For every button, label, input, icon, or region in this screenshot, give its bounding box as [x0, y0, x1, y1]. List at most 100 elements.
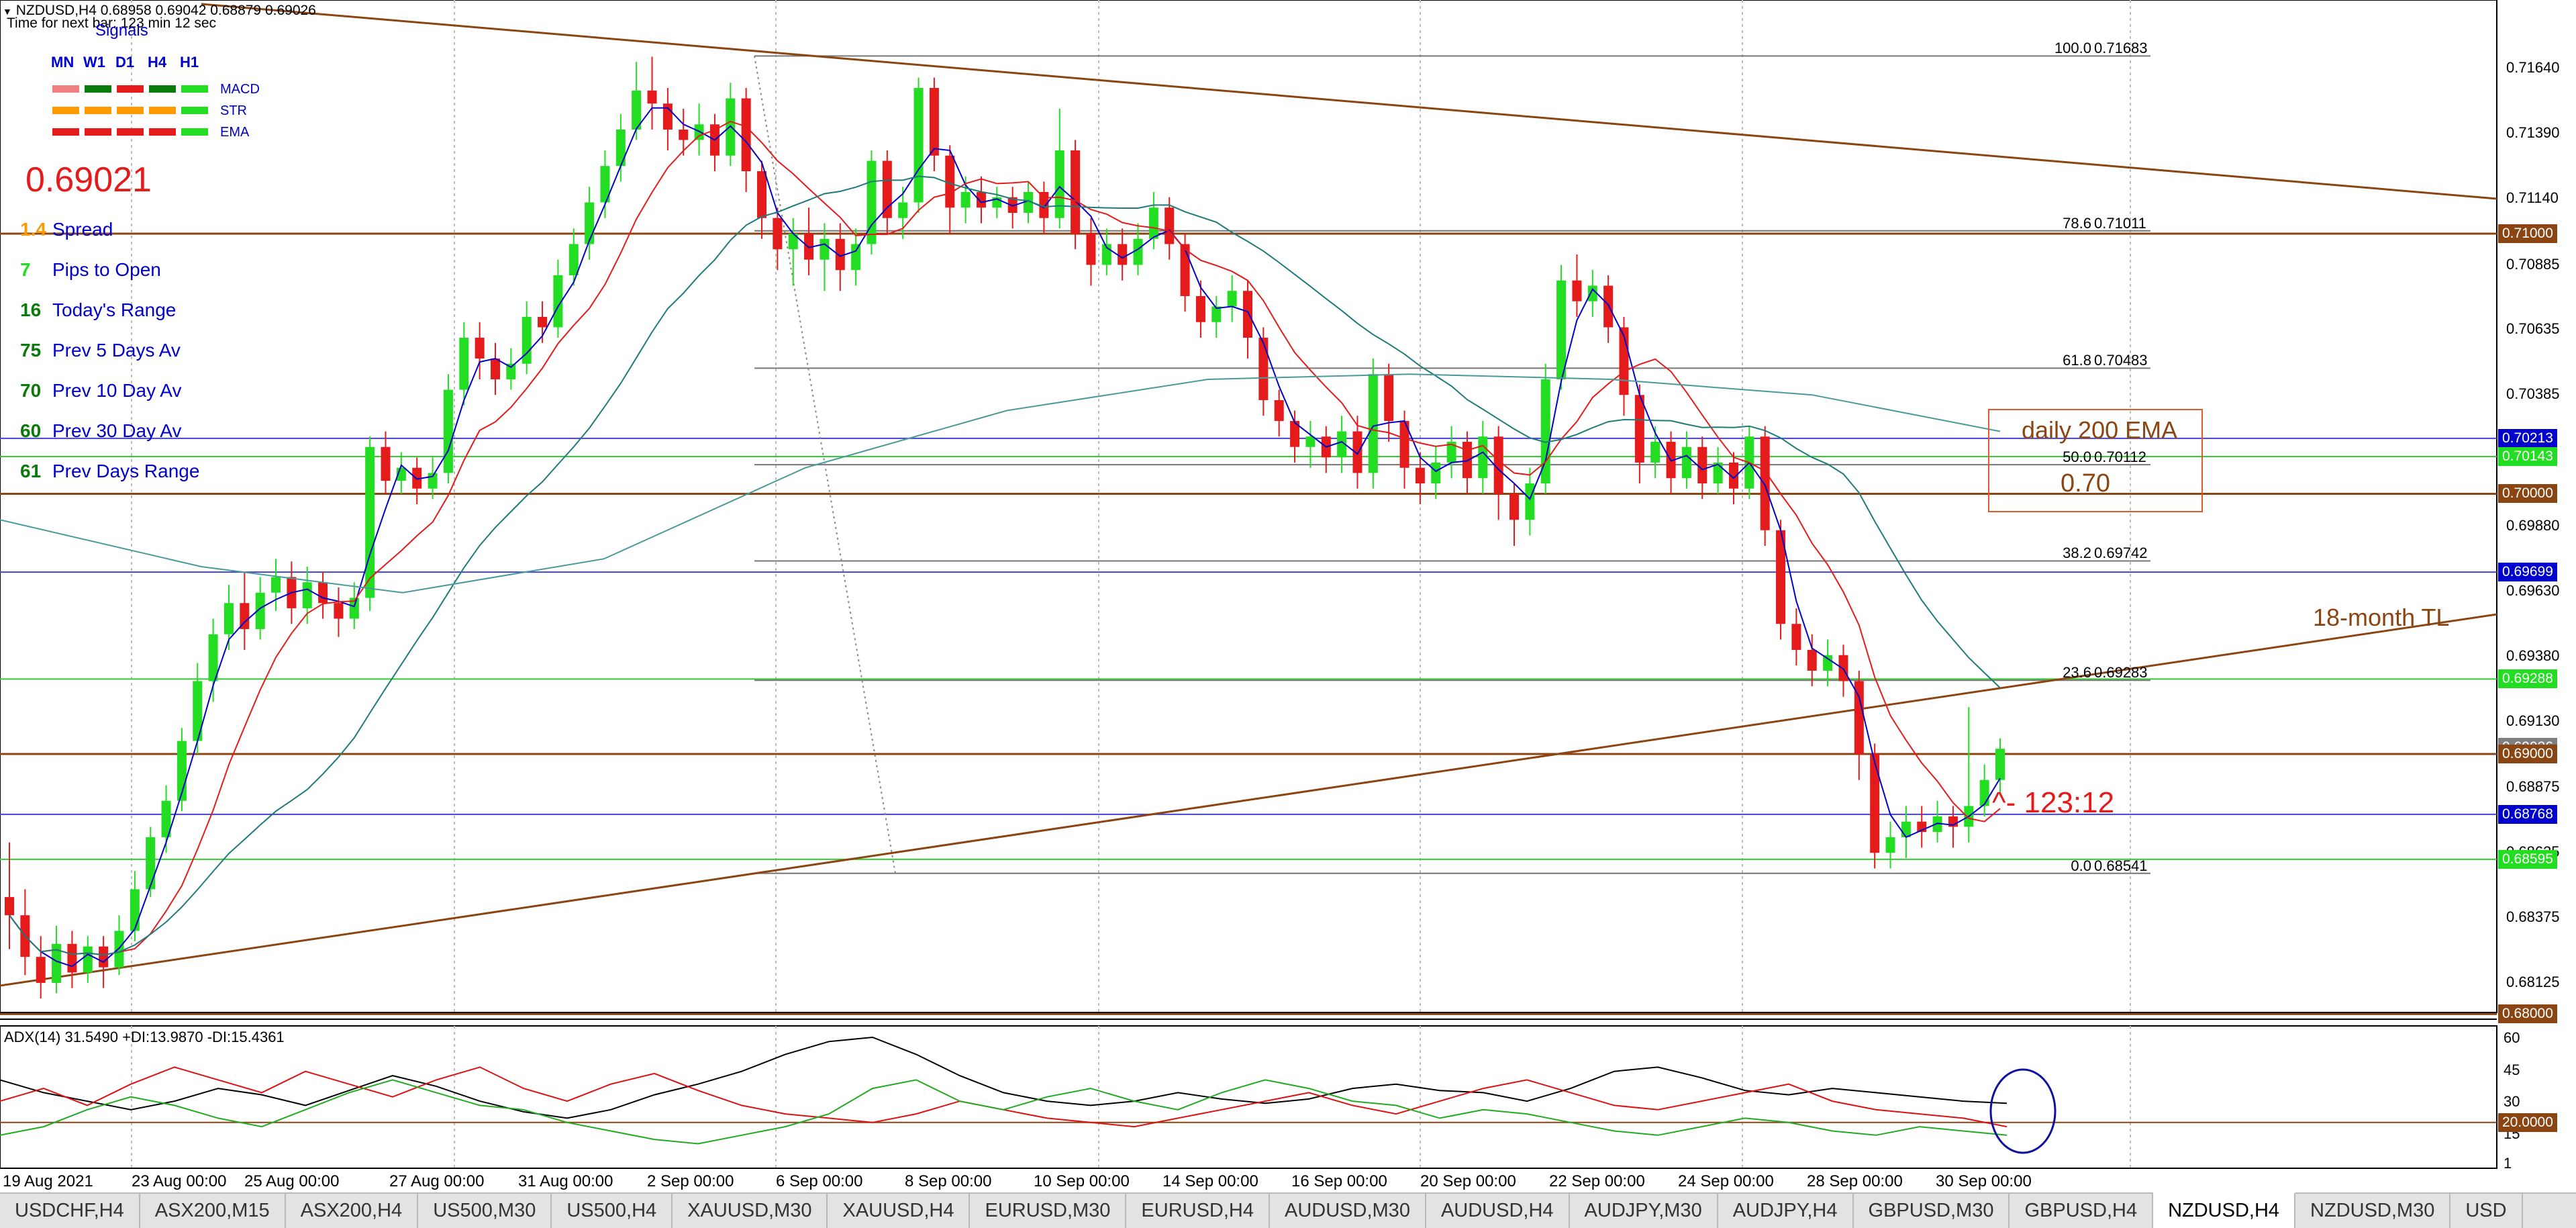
tab-asx200-h4[interactable]: ASX200,H4: [286, 1194, 419, 1228]
tab-usdchf-h4[interactable]: USDCHF,H4: [0, 1194, 140, 1228]
bear-candle: [1838, 655, 1848, 681]
tab-eurusd-h4[interactable]: EURUSD,H4: [1126, 1194, 1271, 1228]
bull-candle: [851, 244, 861, 271]
bull-candle: [1932, 816, 1942, 833]
stat-value: 16: [20, 299, 42, 320]
signal-indicator: [52, 107, 79, 114]
bear-candle: [318, 582, 328, 604]
adx-line: [0, 1036, 2008, 1119]
tab-asx200-m15[interactable]: ASX200,M15: [140, 1194, 286, 1228]
stat-row: 60 Prev 30 Day Av: [20, 420, 181, 442]
bear-candle: [1086, 233, 1096, 265]
bear-candle: [1352, 431, 1363, 473]
price-tag: 0.70143: [2498, 447, 2557, 467]
bear-candle: [381, 446, 391, 481]
tab-audjpy-h4[interactable]: AUDJPY,H4: [1718, 1194, 1854, 1228]
bull-candle: [349, 598, 359, 619]
tab-audjpy-m30[interactable]: AUDJPY,M30: [1570, 1194, 1718, 1228]
price-chart[interactable]: [0, 0, 2576, 1192]
stat-label: Prev 30 Day Av: [52, 420, 182, 441]
tab-gbpusd-m30[interactable]: GBPUSD,M30: [1854, 1194, 2010, 1228]
bull-candle: [632, 90, 642, 130]
tab-gbpusd-h4[interactable]: GBPUSD,H4: [2010, 1194, 2154, 1228]
bear-candle: [475, 337, 485, 359]
bear-candle: [1603, 285, 1614, 328]
bear-candle: [929, 87, 939, 156]
price-tag: 0.71000: [2498, 224, 2557, 243]
bar-countdown: ^- 123:12: [1992, 786, 2115, 819]
bull-candle: [1148, 207, 1158, 239]
signal-indicator: [149, 128, 176, 136]
price-tag: 0.68768: [2498, 804, 2557, 824]
tab-audusd-h4[interactable]: AUDUSD,H4: [1426, 1194, 1570, 1228]
time-tick-label: 28 Sep 00:00: [1807, 1172, 1903, 1190]
signal-indicator: [85, 107, 111, 114]
bull-candle: [1227, 291, 1237, 307]
trendline-label: 18-month TL: [2313, 604, 2450, 631]
candles-group: [5, 56, 2005, 999]
signal-indicator: [149, 107, 176, 114]
time-tick-label: 20 Sep 00:00: [1420, 1172, 1516, 1190]
tab-us500-m30[interactable]: US500,M30: [418, 1194, 552, 1228]
bull-candle: [1446, 441, 1456, 463]
bull-candle: [1305, 436, 1316, 447]
stat-value: 70: [20, 380, 42, 401]
price-tick-label: 0.69380: [2506, 647, 2560, 664]
tab-audusd-m30[interactable]: AUDUSD,M30: [1270, 1194, 1426, 1228]
price-tick-label: 0.71390: [2506, 124, 2560, 141]
bull-candle: [83, 946, 93, 973]
bear-candle: [1870, 753, 1880, 853]
tab-scroll-area[interactable]: [2557, 1194, 2576, 1228]
price-tag: 0.69000: [2498, 744, 2557, 763]
bear-candle: [1274, 399, 1284, 421]
time-tick-label: 24 Sep 00:00: [1678, 1172, 1774, 1190]
fibo-price-label: 0.69283: [2094, 664, 2148, 681]
bull-candle: [193, 681, 203, 741]
ema-box-value: 0.70: [2061, 469, 2110, 498]
time-tick-label: 23 Aug 00:00: [132, 1172, 227, 1190]
time-tick-label: 2 Sep 00:00: [647, 1172, 734, 1190]
signal-indicator: [52, 85, 79, 93]
fibo-level-label: 100.0: [2054, 40, 2091, 57]
ema50-line: [9, 175, 2001, 956]
adx-label: ADX(14) 31.5490 +DI:13.9870 -DI:15.4361: [4, 1029, 285, 1045]
eighteen-month-trendline: [0, 613, 2497, 987]
tab-xauusd-m30[interactable]: XAUUSD,M30: [673, 1194, 828, 1228]
bull-candle: [1556, 280, 1567, 379]
adx-level-tag: 20.0000: [2498, 1113, 2557, 1132]
bull-candle: [788, 233, 798, 250]
price-tick-label: 0.70635: [2506, 320, 2560, 338]
tab-eurusd-m30[interactable]: EURUSD,M30: [970, 1194, 1127, 1228]
signal-indicator: [117, 107, 144, 114]
ema-annotation-box[interactable]: daily 200 EMA 0.70: [1988, 409, 2203, 512]
tab-xauusd-h4[interactable]: XAUUSD,H4: [828, 1194, 971, 1228]
tab-nzdusd-h4[interactable]: NZDUSD,H4: [2153, 1192, 2296, 1228]
bull-candle: [568, 244, 579, 275]
bull-candle: [553, 275, 563, 328]
upper-trendline: [201, 3, 2497, 200]
bear-candle: [1807, 649, 1817, 671]
bear-candle: [5, 897, 14, 916]
bear-candle: [1509, 493, 1520, 520]
tab-nzdusd-m30[interactable]: NZDUSD,M30: [2295, 1194, 2451, 1228]
stat-label: Pips to Open: [52, 259, 161, 280]
tab-us500-h4[interactable]: US500,H4: [552, 1194, 673, 1228]
time-tick-label: 25 Aug 00:00: [244, 1172, 340, 1190]
stat-label: Today's Range: [52, 299, 177, 320]
plus-di-line: [0, 1079, 2008, 1145]
price-tag: 0.69288: [2498, 669, 2557, 689]
bear-candle: [1572, 280, 1582, 301]
collapse-triangle-icon[interactable]: ▼: [3, 6, 12, 17]
bull-candle: [820, 238, 830, 260]
fibo-level-label: 38.2: [2063, 545, 2091, 562]
bull-candle: [1133, 238, 1143, 265]
bear-candle: [1854, 681, 1864, 754]
tab-usd[interactable]: USD: [2450, 1194, 2523, 1228]
stat-label: Prev Days Range: [52, 461, 200, 481]
bull-candle: [1478, 436, 1488, 479]
price-tag: 0.68595: [2498, 849, 2557, 869]
signal-row-label-str: STR: [220, 103, 247, 118]
fibo-level-label: 78.6: [2063, 214, 2091, 232]
bear-candle: [1462, 441, 1472, 479]
